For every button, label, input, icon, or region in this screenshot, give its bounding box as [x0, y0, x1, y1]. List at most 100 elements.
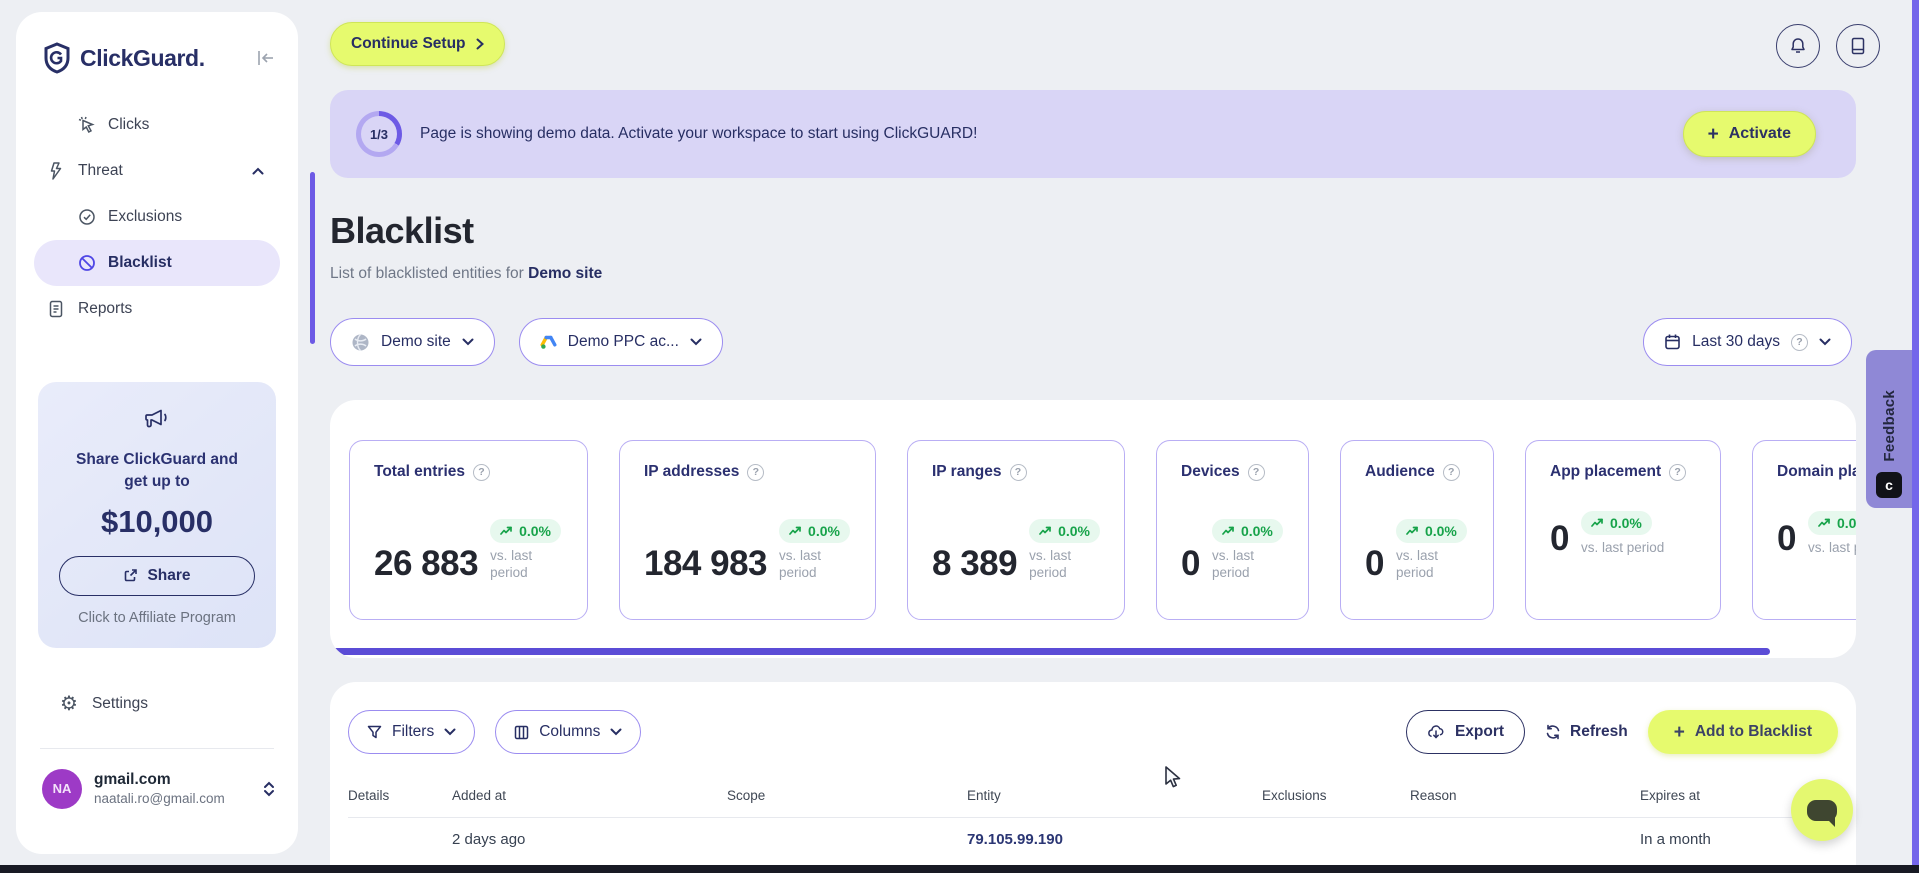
stat-label: IP ranges: [932, 463, 1002, 480]
app-title: ClickGuard.: [80, 44, 205, 71]
stat-label: IP addresses: [644, 463, 740, 480]
sidebar-item-threat[interactable]: Threat: [34, 148, 280, 194]
table-toolbar: Filters Columns Export: [348, 710, 1838, 754]
logo-row: ClickGuard.: [16, 12, 298, 74]
chevron-down-icon: [690, 338, 702, 346]
plus-icon: +: [1707, 123, 1719, 145]
promo-caption[interactable]: Click to Affiliate Program: [78, 609, 236, 626]
window-bottom-edge: [0, 865, 1919, 873]
trend-badge: 0.0%: [490, 519, 561, 543]
cell-scope: [727, 831, 967, 848]
filters-label: Filters: [392, 723, 435, 740]
trend-up-icon: [1591, 518, 1603, 527]
stats-row: Total entries? 26 883 0.0% vs. last peri…: [330, 400, 1856, 620]
sidebar-item-blacklist[interactable]: Blacklist: [34, 240, 280, 286]
columns-button[interactable]: Columns: [495, 710, 642, 754]
refresh-icon: [1545, 724, 1561, 740]
continue-setup-label: Continue Setup: [351, 35, 466, 52]
ppc-account-selector[interactable]: Demo PPC ac...: [518, 318, 723, 366]
stat-card-devices: Devices? 0 0.0% vs. last period: [1156, 440, 1309, 620]
cell-entity[interactable]: 79.105.99.190: [967, 831, 1063, 848]
chevron-up-icon[interactable]: [252, 167, 264, 175]
sidebar-scrollbar[interactable]: [310, 172, 315, 344]
stat-value: 0: [1181, 543, 1200, 583]
notifications-button[interactable]: [1776, 24, 1820, 68]
activate-label: Activate: [1728, 125, 1791, 142]
document-icon: [48, 300, 66, 318]
sidebar-item-label: Exclusions: [108, 208, 183, 225]
columns-icon: [514, 725, 529, 740]
share-button[interactable]: Share: [59, 555, 255, 596]
cell-reason: [1410, 831, 1640, 848]
column-header-expires-at[interactable]: Expires at: [1640, 788, 1701, 803]
chat-widget-button[interactable]: [1791, 779, 1853, 841]
user-name: gmail.com: [94, 771, 171, 789]
cursor-click-icon: [78, 116, 96, 134]
account-switcher-icon[interactable]: [262, 780, 276, 798]
user-account[interactable]: NA gmail.com naatali.ro@gmail.com: [42, 768, 276, 809]
feedback-label: Feedback: [1880, 390, 1898, 462]
activate-button[interactable]: + Activate: [1682, 111, 1816, 157]
chevron-down-icon: [1819, 338, 1831, 346]
sidebar-item-exclusions[interactable]: Exclusions: [34, 194, 280, 240]
trend-badge: 0.0%: [1580, 511, 1652, 535]
user-email: naatali.ro@gmail.com: [94, 791, 225, 807]
table-header-row: Details Added at Scope Entity Exclusions…: [348, 788, 1838, 818]
export-button[interactable]: Export: [1405, 710, 1526, 754]
date-range-selector[interactable]: Last 30 days ?: [1643, 318, 1852, 366]
setup-progress-step: 1/3: [361, 116, 397, 152]
site-selector[interactable]: Demo site: [330, 318, 495, 366]
trend-badge: 0.0%: [1211, 519, 1283, 543]
stats-horizontal-scrollbar[interactable]: [332, 648, 1770, 655]
filter-row: Demo site Demo PPC ac... Last 30 days ?: [330, 318, 1856, 366]
column-header-entity[interactable]: Entity: [967, 788, 1001, 803]
stat-label: App placement: [1550, 463, 1662, 480]
megaphone-icon: [143, 408, 171, 434]
trend-up-icon: [789, 526, 801, 535]
table-row[interactable]: 2 days ago 79.105.99.190 In a month: [348, 818, 1838, 848]
sidebar-item-reports[interactable]: Reports: [34, 286, 280, 332]
sidebar-item-label: Clicks: [108, 116, 150, 133]
collapse-sidebar-icon[interactable]: [256, 49, 276, 67]
page-title: Blacklist: [330, 210, 474, 251]
ppc-account-value: Demo PPC ac...: [567, 333, 679, 350]
stat-value: 0: [1777, 518, 1796, 558]
column-header-added-at[interactable]: Added at: [452, 788, 507, 803]
column-header-exclusions[interactable]: Exclusions: [1262, 788, 1327, 803]
stat-card-app-placement: App placement? 0 0.0% vs. last period: [1525, 440, 1721, 620]
help-icon: ?: [1791, 333, 1808, 351]
no-entry-icon: [78, 254, 96, 272]
add-to-blacklist-button[interactable]: + Add to Blacklist: [1647, 710, 1838, 754]
refresh-button[interactable]: Refresh: [1545, 723, 1628, 741]
topbar-actions: [1776, 24, 1880, 68]
trend-up-icon: [1222, 526, 1234, 535]
continue-setup-button[interactable]: Continue Setup: [330, 22, 505, 66]
subtitle-site-name: Demo site: [528, 265, 603, 282]
sidebar-item-label: Reports: [78, 300, 133, 317]
trend-up-icon: [1039, 526, 1051, 535]
help-icon: ?: [1669, 463, 1687, 481]
column-header-reason[interactable]: Reason: [1410, 788, 1457, 803]
column-header-details[interactable]: Details: [348, 788, 390, 803]
stat-card-domain-placement: Domain placement? 0 0.0% vs. last period: [1752, 440, 1856, 620]
stat-card-total-entries: Total entries? 26 883 0.0% vs. last peri…: [349, 440, 588, 620]
stat-value: 8 389: [932, 543, 1018, 583]
cell-details: [348, 831, 452, 848]
vs-last-period: vs. last period: [1395, 548, 1438, 580]
page-vertical-scrollbar[interactable]: [1912, 0, 1919, 873]
demo-data-banner: 1/3 Page is showing demo data. Activate …: [330, 90, 1856, 178]
help-icon: ?: [473, 463, 491, 481]
feedback-tab[interactable]: Feedback c: [1866, 350, 1912, 508]
stat-label: Total entries: [374, 463, 466, 480]
promo-heading: Share ClickGuard and get up to: [76, 451, 238, 491]
filters-button[interactable]: Filters: [348, 710, 476, 754]
sidebar-divider: [40, 747, 274, 749]
avatar: NA: [42, 768, 82, 809]
sidebar-item-clicks[interactable]: Clicks: [34, 102, 280, 148]
stat-value: 26 883: [374, 543, 479, 583]
banner-message: Page is showing demo data. Activate your…: [420, 125, 978, 142]
site-selector-value: Demo site: [381, 333, 451, 350]
column-header-scope[interactable]: Scope: [727, 788, 766, 803]
sidebar-item-settings[interactable]: ⚙ Settings: [60, 694, 298, 714]
docs-button[interactable]: [1836, 24, 1880, 68]
